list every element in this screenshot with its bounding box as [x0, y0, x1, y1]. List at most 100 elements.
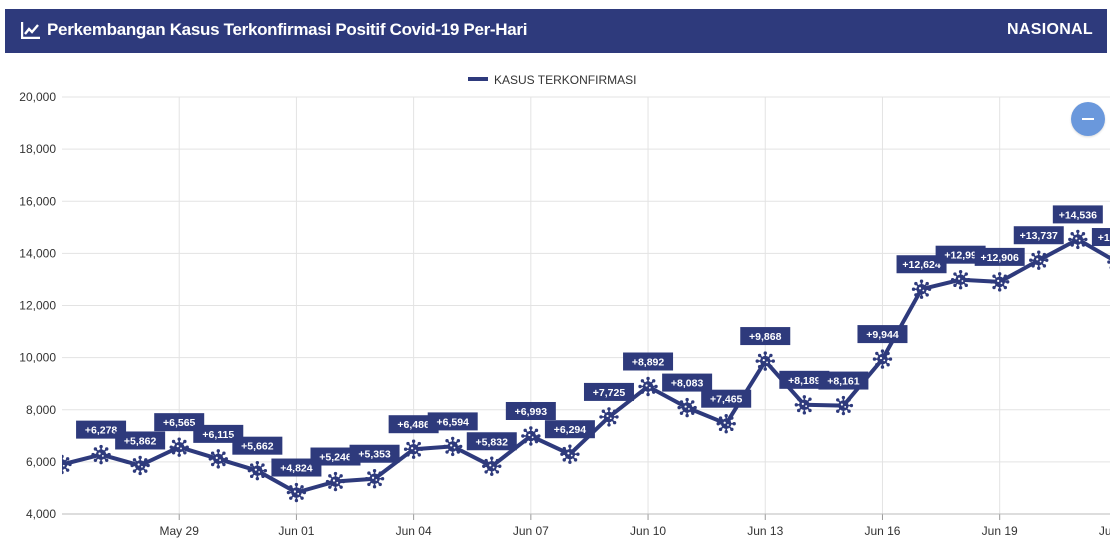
data-point-marker — [989, 272, 1010, 292]
data-label-box — [115, 431, 166, 450]
data-label: +13,668 — [1098, 232, 1110, 244]
line-chart-icon — [21, 22, 40, 39]
data-label-box — [818, 371, 869, 390]
data-label: +5,246 — [319, 452, 352, 464]
data-label-box — [232, 436, 283, 455]
data-label: +14,536 — [1059, 209, 1097, 221]
data-label-box — [388, 415, 439, 434]
data-point-marker — [62, 454, 72, 475]
data-label-box — [310, 447, 361, 466]
data-label: +12,906 — [981, 252, 1019, 264]
data-label: +6,993 — [515, 406, 548, 418]
data-label: +12,99 — [944, 250, 977, 262]
data-point-marker — [560, 444, 580, 464]
x-tick-label: Jun 10 — [630, 524, 666, 538]
data-label-box — [154, 413, 205, 432]
x-tick-label: Jun 13 — [747, 524, 783, 538]
data-label: +5,353 — [358, 449, 391, 461]
data-point-marker — [208, 449, 228, 469]
data-label-box — [623, 352, 674, 371]
x-tick-label: Jun 01 — [278, 524, 314, 538]
data-point-marker — [716, 413, 736, 434]
data-point-marker — [364, 469, 385, 489]
x-tick-label: Jun 19 — [982, 524, 1018, 538]
data-label: +5,662 — [241, 441, 274, 453]
data-point-marker — [833, 395, 854, 416]
x-tick-label: Jun 16 — [864, 524, 900, 538]
y-tick-label: 20,000 — [19, 90, 56, 104]
data-point-marker — [950, 269, 971, 290]
data-point-marker — [1068, 229, 1088, 250]
data-label-box — [1091, 228, 1110, 247]
y-tick-label: 16,000 — [19, 194, 56, 208]
data-label-box — [505, 401, 556, 420]
data-label: +12,624 — [902, 259, 940, 271]
y-tick-label: 14,000 — [19, 246, 56, 260]
y-tick-label: 18,000 — [19, 142, 56, 156]
y-tick-label: 6,000 — [26, 455, 56, 469]
data-label-box — [271, 458, 322, 477]
data-point-marker — [599, 407, 619, 427]
data-point-marker — [443, 436, 463, 457]
data-label: +6,294 — [554, 424, 587, 436]
legend-label: KASUS TERKONFIRMASI — [494, 73, 636, 87]
y-tick-label: 4,000 — [26, 507, 56, 521]
data-label-box — [896, 255, 947, 274]
data-label-box — [466, 432, 517, 451]
data-label-box — [1013, 226, 1064, 245]
data-label: +8,189 — [788, 375, 821, 387]
data-label-box — [349, 444, 400, 463]
data-label: +8,083 — [671, 378, 704, 390]
data-label-box — [662, 373, 713, 392]
data-point-marker — [1029, 250, 1049, 270]
data-point-marker — [677, 397, 697, 418]
data-label-box — [193, 424, 244, 443]
data-label: +8,161 — [827, 376, 860, 388]
x-tick-label: Jun 22 — [1099, 524, 1110, 538]
y-tick-label: 8,000 — [26, 403, 56, 417]
data-label: +9,944 — [866, 329, 899, 341]
data-label: +6,594 — [436, 416, 469, 428]
data-label-box — [583, 382, 634, 401]
data-label: +5,862 — [124, 435, 157, 447]
data-label-box — [427, 412, 478, 431]
data-point-marker — [755, 351, 775, 371]
data-label-box — [76, 420, 127, 439]
data-label: +8,892 — [632, 357, 665, 369]
scope-label: NASIONAL — [1007, 21, 1093, 38]
data-label-box — [544, 420, 595, 439]
data-point-marker — [286, 482, 307, 503]
data-label: +6,565 — [163, 417, 196, 429]
data-point-marker — [247, 460, 268, 481]
x-tick-label: May 29 — [160, 524, 200, 538]
data-point-marker — [482, 456, 502, 476]
data-label-box — [1052, 205, 1103, 224]
data-point-marker — [638, 376, 658, 397]
data-label-box — [740, 327, 791, 346]
data-point-marker — [403, 439, 424, 459]
data-point-marker — [91, 444, 111, 465]
data-label: +6,115 — [202, 429, 234, 441]
data-label: +7,465 — [710, 394, 743, 406]
data-label-box — [935, 245, 986, 264]
zoom-out-button[interactable] — [1071, 102, 1105, 136]
data-point-marker — [872, 349, 893, 369]
y-tick-label: 12,000 — [19, 299, 56, 313]
data-point-marker — [794, 395, 815, 415]
data-point-marker — [325, 471, 346, 492]
data-label: +7,725 — [593, 387, 626, 399]
chart-title: Perkembangan Kasus Terkonfirmasi Positif… — [47, 20, 528, 39]
data-label: +6,278 — [85, 425, 118, 437]
data-point-marker — [911, 279, 932, 299]
data-label: +6,486 — [397, 419, 430, 431]
plot-area: +6,278 +5,862 +6,565 +6,115 +5,662 +4,824 +5,2… — [62, 205, 1110, 503]
data-label-box — [779, 370, 830, 389]
data-label: +13,737 — [1020, 230, 1058, 242]
x-tick-label: Jun 07 — [513, 524, 549, 538]
data-label-box — [857, 325, 908, 344]
data-label-box — [701, 389, 752, 408]
data-point-marker — [169, 437, 189, 457]
x-tick-label: Jun 04 — [396, 524, 432, 538]
y-tick-label: 10,000 — [19, 351, 56, 365]
data-point-marker — [130, 455, 150, 476]
